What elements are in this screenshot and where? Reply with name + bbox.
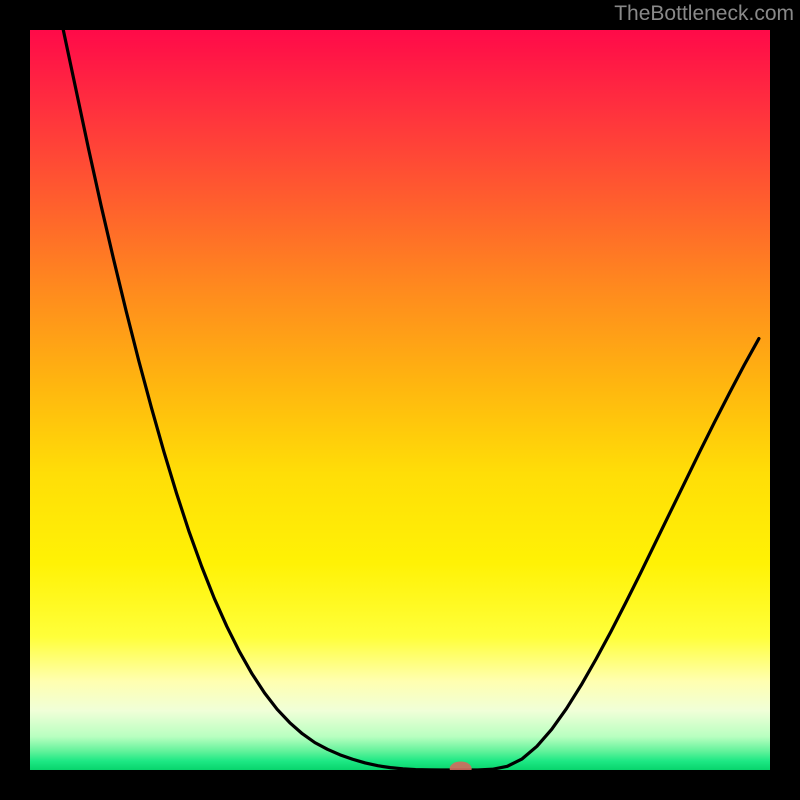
bottleneck-chart: [0, 0, 800, 800]
gradient-background: [30, 30, 770, 770]
chart-container: TheBottleneck.com: [0, 0, 800, 800]
watermark-text: TheBottleneck.com: [614, 2, 794, 26]
